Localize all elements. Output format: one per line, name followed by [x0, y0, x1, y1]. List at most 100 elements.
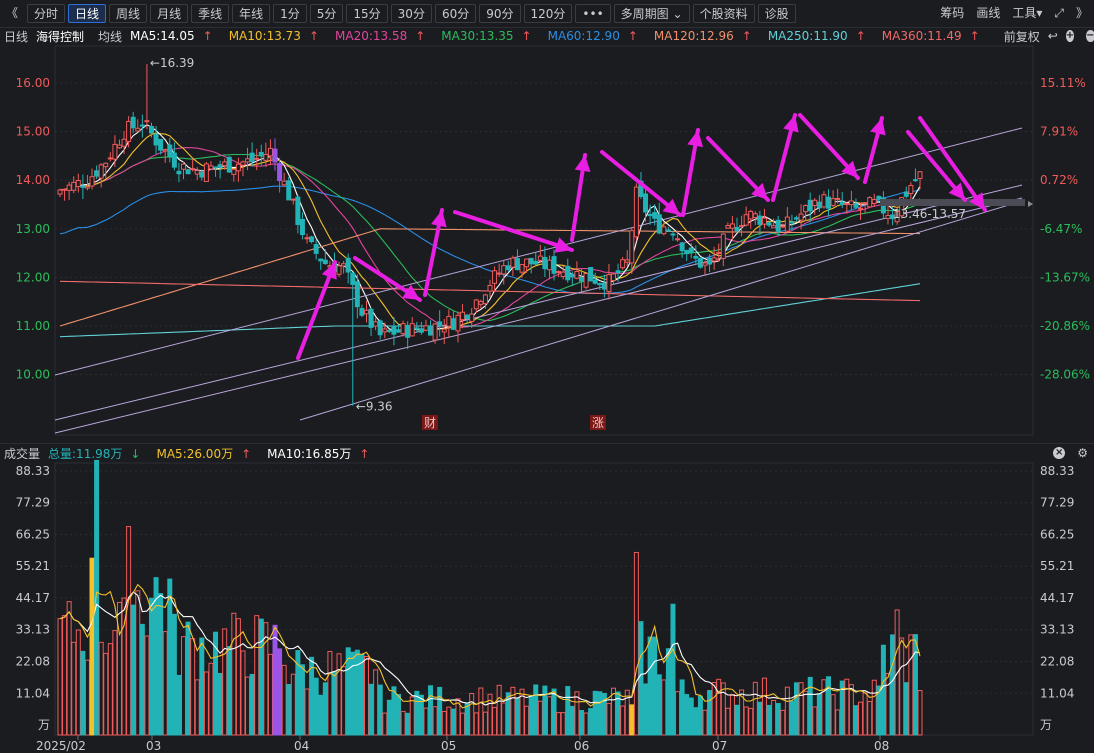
volume-bar — [780, 709, 786, 736]
volume-bar — [807, 676, 813, 736]
double-chevron-left-icon[interactable]: 《 — [6, 6, 19, 20]
tools-button[interactable]: 工具▾ — [1006, 4, 1048, 23]
annotation-arrow-shaft — [600, 150, 682, 217]
volume-bar — [313, 677, 319, 736]
volume-bar — [492, 707, 498, 736]
candle-body — [862, 202, 868, 205]
period-toolbar: 《 分时 日线 周线 月线 季线 年线 1分 5分 15分 30分 60分 90分 120分 ••• 多… — [0, 0, 1094, 28]
ma-legend-item: MA30:13.35 ↑ — [441, 29, 539, 43]
period-button-0[interactable]: 分时 — [27, 4, 66, 23]
period-button-2[interactable]: 周线 — [109, 4, 148, 23]
volume-bar — [798, 682, 804, 736]
volume-bar — [437, 686, 443, 736]
volume-axis-label: 55.21 — [1040, 559, 1074, 573]
candle-body — [139, 124, 145, 127]
period-button-1[interactable]: 日线 — [68, 4, 107, 23]
candle-body — [249, 152, 255, 162]
volume-bar — [318, 694, 324, 736]
volume-bar — [743, 706, 749, 736]
diagnose-button[interactable]: 诊股 — [757, 4, 796, 23]
volume-axis-label: 88.33 — [16, 464, 50, 478]
month-label: 07 — [712, 739, 727, 753]
volume-bar — [428, 685, 434, 736]
zoom-in-icon[interactable]: + — [1065, 30, 1075, 42]
volume-unit-label: 万 — [1040, 718, 1052, 732]
candle-body — [734, 226, 740, 232]
candle-body — [876, 195, 882, 200]
candle-body — [89, 176, 95, 187]
volume-bar — [675, 691, 681, 736]
period-button-10[interactable]: 60分 — [434, 4, 477, 23]
period-button-7[interactable]: 5分 — [309, 4, 344, 23]
period-button-6[interactable]: 1分 — [273, 4, 307, 23]
month-label: 04 — [294, 739, 309, 753]
volume-bar — [464, 703, 470, 736]
candle-body — [583, 273, 589, 288]
candle-body — [519, 264, 525, 273]
volume-bar — [702, 709, 708, 736]
fullscreen-icon[interactable]: ⤢ — [1054, 6, 1064, 20]
volume-bar — [903, 682, 909, 736]
annotation-arrow-shaft — [706, 136, 770, 202]
double-chevron-right-icon[interactable]: 》 — [1075, 6, 1088, 20]
volume-bar — [130, 604, 136, 736]
volume-bar — [880, 644, 886, 736]
volume-bar — [899, 637, 905, 736]
volume-bar — [871, 679, 877, 736]
volume-bar — [848, 684, 854, 736]
period-button-11[interactable]: 90分 — [479, 4, 521, 23]
period-button-4[interactable]: 季线 — [191, 4, 230, 23]
period-button-5[interactable]: 年线 — [232, 4, 271, 23]
period-button-8[interactable]: 15分 — [346, 4, 388, 23]
candle-body — [98, 164, 104, 179]
candle-body — [528, 257, 534, 265]
volume-bar — [643, 683, 649, 736]
volume-bar — [890, 634, 896, 736]
volume-bar — [267, 653, 273, 736]
candle-body — [103, 162, 109, 168]
candle-body — [181, 163, 187, 170]
candle-body — [624, 259, 630, 263]
ma-legend: MA5:14.05 ↑ MA10:13.73 ↑ MA20:13.58 ↑ MA30:13.… — [130, 29, 996, 43]
candle-body — [295, 196, 301, 225]
arrow-up-icon: ↑ — [241, 446, 252, 461]
period-button-12[interactable]: 120分 — [523, 4, 573, 23]
close-icon[interactable]: × — [1053, 447, 1066, 459]
candle-body — [75, 180, 81, 188]
percent-axis-label: -28.06% — [1040, 368, 1090, 382]
candle-body — [578, 276, 584, 282]
more-periods-button[interactable]: ••• — [575, 4, 611, 23]
ma60-line — [59, 185, 921, 294]
volume-bar — [633, 551, 639, 736]
stock-name[interactable]: 海得控制 — [36, 29, 85, 44]
ma30-line — [59, 153, 921, 322]
chips-button[interactable]: 筹码 — [940, 6, 965, 20]
ma-settings-label[interactable]: 均线 — [98, 29, 123, 44]
multi-period-button[interactable]: 多周期图 ⌄ — [613, 4, 690, 23]
volume-bar — [867, 701, 873, 736]
volume-bar — [377, 684, 383, 736]
stock-info-button[interactable]: 个股资料 — [692, 4, 755, 23]
candle-body — [693, 255, 699, 259]
ma10-line — [59, 132, 921, 332]
volume-bar — [181, 636, 187, 736]
candle-body — [798, 213, 804, 221]
period-button-9[interactable]: 30分 — [390, 4, 432, 23]
settings-gear-icon[interactable]: ⚙ — [1077, 446, 1088, 460]
annotation-arrow-head — [841, 160, 858, 178]
zoom-out-icon[interactable]: − — [1086, 30, 1094, 42]
volume-bar — [707, 690, 713, 736]
period-button-3[interactable]: 月线 — [150, 4, 189, 23]
draw-line-button[interactable]: 画线 — [976, 6, 1001, 20]
arrow-up-icon: ↑ — [308, 29, 319, 43]
percent-axis-label: 7.91% — [1040, 125, 1078, 139]
volume-bar — [286, 684, 292, 736]
volume-bar — [771, 699, 777, 736]
volume-ma5-line — [59, 583, 921, 709]
adjust-mode-button[interactable]: 前复权 — [1003, 29, 1040, 44]
volume-bar — [793, 682, 799, 736]
return-icon[interactable]: ↩ — [1047, 29, 1058, 43]
month-label: 05 — [441, 739, 456, 753]
candle-body — [222, 161, 228, 167]
